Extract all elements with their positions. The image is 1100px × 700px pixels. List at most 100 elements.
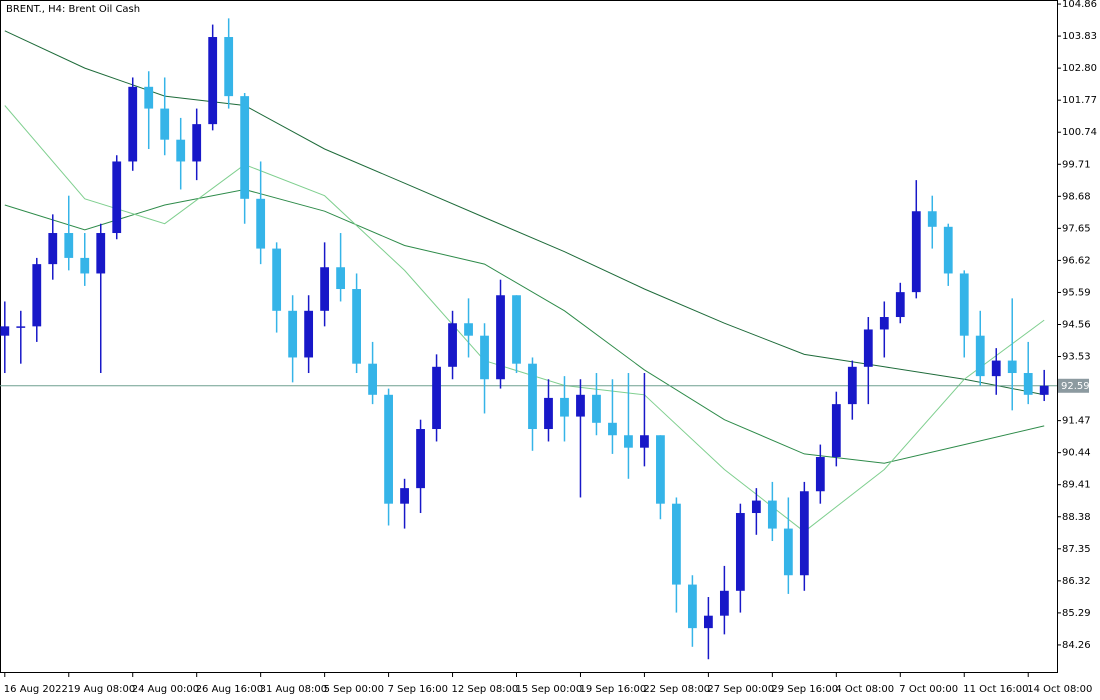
candle-body xyxy=(16,326,26,328)
candle-body xyxy=(560,397,569,417)
x-tick-label: 16 Aug 2022 xyxy=(4,684,68,695)
current-price-label: 92.59 xyxy=(1061,381,1090,392)
x-tick-label: 7 Oct 00:00 xyxy=(899,684,958,695)
candle-body xyxy=(767,500,777,529)
y-tick-label: 102.80 xyxy=(1062,63,1097,74)
y-tick-label: 91.47 xyxy=(1062,416,1091,427)
candle-body xyxy=(911,211,921,293)
candle-body xyxy=(783,528,793,576)
candle-body xyxy=(256,198,266,249)
y-tick-label: 103.83 xyxy=(1062,31,1097,42)
candle-body xyxy=(96,233,106,274)
candle-body xyxy=(512,295,521,364)
candle-body xyxy=(927,211,937,227)
candle-body xyxy=(672,503,681,585)
candle-body xyxy=(544,397,553,430)
y-tick-label: 98.68 xyxy=(1062,191,1091,202)
x-tick-label: 22 Sep 08:00 xyxy=(643,684,710,695)
candle-body xyxy=(959,273,969,336)
candle-body xyxy=(192,124,202,162)
y-tick-label: 96.62 xyxy=(1062,255,1091,266)
candle-body xyxy=(432,366,441,430)
moving-average xyxy=(4,105,1045,533)
candle-body xyxy=(0,326,10,336)
x-tick-label: 11 Oct 16:00 xyxy=(963,684,1028,695)
candle-body xyxy=(1007,360,1017,374)
y-tick-label: 95.59 xyxy=(1062,287,1091,298)
candle-body xyxy=(144,86,154,109)
candle-body xyxy=(448,323,457,367)
candle-body xyxy=(624,435,633,448)
candle-body xyxy=(815,457,825,492)
x-tick-label: 14 Oct 08:00 xyxy=(1027,684,1092,695)
candle-body xyxy=(847,366,857,405)
candle-body xyxy=(879,317,889,330)
candle-body xyxy=(656,435,665,504)
candle-body xyxy=(576,394,585,417)
y-tick-label: 100.74 xyxy=(1062,127,1097,138)
x-tick-label: 24 Aug 00:00 xyxy=(132,684,199,695)
candle-body xyxy=(592,394,601,423)
candle-body xyxy=(384,394,393,504)
y-tick-label: 85.29 xyxy=(1062,608,1091,619)
x-tick-label: 12 Sep 08:00 xyxy=(452,684,519,695)
candle-body xyxy=(719,590,729,616)
y-tick-label: 89.41 xyxy=(1062,480,1091,491)
y-tick-label: 94.56 xyxy=(1062,319,1091,330)
candle-body xyxy=(208,37,218,125)
candle-body xyxy=(48,233,58,265)
candle-body xyxy=(400,488,409,504)
candle-body xyxy=(32,264,42,327)
candle-body xyxy=(703,615,713,629)
candle-body xyxy=(240,96,250,199)
candle-body xyxy=(480,335,489,380)
candle-body xyxy=(272,248,282,311)
candle-body xyxy=(863,329,873,367)
x-tick-label: 31 Aug 08:00 xyxy=(260,684,327,695)
candle-body xyxy=(975,335,985,377)
candle-body xyxy=(640,435,649,448)
candle-body xyxy=(368,363,377,395)
y-tick-label: 84.26 xyxy=(1062,640,1091,651)
x-tick-label: 26 Aug 16:00 xyxy=(196,684,263,695)
x-tick-label: 4 Oct 08:00 xyxy=(835,684,894,695)
x-tick-label: 5 Sep 00:00 xyxy=(324,684,384,695)
candle-body xyxy=(799,491,809,576)
candle-body xyxy=(416,429,425,489)
candle-body xyxy=(464,323,473,336)
x-tick-label: 27 Sep 00:00 xyxy=(707,684,774,695)
moving-average xyxy=(4,188,1045,464)
candle-body xyxy=(831,404,841,458)
candle-body xyxy=(1039,385,1049,395)
candle-body xyxy=(751,500,761,514)
candle-body xyxy=(688,584,697,629)
current-price-box xyxy=(1058,378,1089,393)
y-tick-label: 99.71 xyxy=(1062,159,1091,170)
candle-body xyxy=(176,139,186,162)
candle-body xyxy=(735,513,745,591)
candle-body xyxy=(112,161,122,234)
y-tick-label: 86.32 xyxy=(1062,576,1091,587)
candle-body xyxy=(528,363,537,430)
candle-body xyxy=(224,37,234,97)
x-tick-label: 15 Sep 00:00 xyxy=(516,684,583,695)
y-tick-label: 97.65 xyxy=(1062,223,1091,234)
candle-body xyxy=(64,233,74,258)
x-tick-label: 19 Aug 08:00 xyxy=(68,684,135,695)
candle-body xyxy=(895,292,905,318)
candle-body xyxy=(304,310,314,358)
y-tick-label: 104.86 xyxy=(1062,0,1097,10)
candle-body xyxy=(608,422,617,436)
candle-body xyxy=(943,226,953,274)
y-tick-label: 101.77 xyxy=(1062,95,1097,106)
candle-body xyxy=(496,295,505,380)
candle-body xyxy=(320,267,330,311)
candle-body xyxy=(80,257,90,274)
candle-body xyxy=(128,86,138,162)
x-tick-label: 7 Sep 16:00 xyxy=(388,684,448,695)
y-tick-label: 87.35 xyxy=(1062,544,1091,555)
candle-body xyxy=(288,310,298,358)
y-tick-label: 90.44 xyxy=(1062,448,1091,459)
